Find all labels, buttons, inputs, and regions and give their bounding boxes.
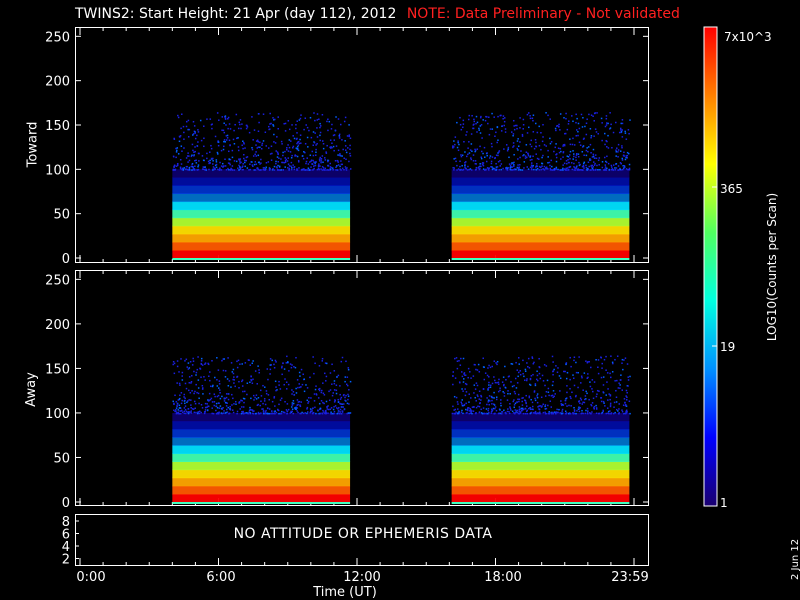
spectrogram-band-toward-0-7 bbox=[172, 193, 351, 203]
spectrogram-band-toward-1-9 bbox=[451, 177, 630, 186]
ytick-label-toward-50: 50 bbox=[53, 208, 70, 223]
ytick-label-away-0: 0 bbox=[62, 496, 70, 511]
spectrogram-band-toward-0-2 bbox=[172, 233, 351, 243]
spectrogram-band-toward-1-0 bbox=[451, 249, 630, 259]
spectrogram-band-toward-1-7 bbox=[451, 193, 630, 203]
spectrogram-band-away-1-9 bbox=[451, 421, 630, 430]
ytick-label-away-250: 250 bbox=[45, 273, 70, 288]
spectrogram-speckles-away-0 bbox=[172, 355, 352, 415]
ytick-label-away-50: 50 bbox=[53, 451, 70, 466]
aux-ytick-label-2: 2 bbox=[62, 553, 70, 568]
spectrogram-band-away-0-1 bbox=[172, 485, 351, 495]
spectrogram-base-toward-1 bbox=[451, 258, 630, 260]
ytick-label-away-150: 150 bbox=[45, 362, 70, 377]
x-axis-title: Time (UT) bbox=[313, 585, 377, 600]
spectrogram-band-toward-0-8 bbox=[172, 185, 351, 195]
colorbar-label-365: 365 bbox=[720, 182, 743, 196]
spectrogram-band-away-0-0 bbox=[172, 493, 351, 503]
spectrogram-band-away-1-1 bbox=[451, 485, 630, 495]
spectrogram-band-toward-1-8 bbox=[451, 185, 630, 195]
spectrogram-band-toward-0-0 bbox=[172, 249, 351, 259]
aux-panel bbox=[75, 514, 649, 566]
spectrogram-band-toward-1-4 bbox=[451, 217, 630, 227]
xtick-4: 23:59 bbox=[611, 570, 649, 585]
spectrogram-band-away-1-3 bbox=[451, 469, 630, 479]
spectrogram-band-away-1-8 bbox=[451, 429, 630, 438]
ytick-label-toward-150: 150 bbox=[45, 119, 70, 134]
spectrogram-band-toward-1-2 bbox=[451, 233, 630, 243]
spectrogram-band-toward-1-1 bbox=[451, 241, 630, 251]
spectrogram-band-away-0-3 bbox=[172, 469, 351, 479]
xtick-2: 12:00 bbox=[343, 570, 381, 585]
spectrogram-band-toward-1-6 bbox=[451, 201, 630, 211]
spectrogram-band-toward-0-1 bbox=[172, 241, 351, 251]
spectrogram-band-toward-0-9 bbox=[172, 177, 351, 186]
spectrogram-band-away-0-5 bbox=[172, 453, 351, 463]
spectrogram-band-away-1-6 bbox=[451, 445, 630, 454]
xtick-3: 18:00 bbox=[484, 570, 522, 585]
aux-ytick-label-4: 4 bbox=[62, 540, 70, 555]
title-note: NOTE: Data Preliminary - Not validated bbox=[406, 6, 680, 22]
spectrogram-band-away-1-4 bbox=[451, 461, 630, 471]
spectrogram-band-away-0-6 bbox=[172, 445, 351, 454]
spectrogram-base-toward-0 bbox=[172, 258, 351, 260]
ytick-label-toward-0: 0 bbox=[62, 252, 70, 267]
colorbar-title: LOG10(Counts per Scan) bbox=[765, 192, 779, 342]
away-panel bbox=[75, 270, 649, 506]
ytick-label-toward-200: 200 bbox=[45, 75, 70, 90]
xtick-1: 6:00 bbox=[206, 570, 236, 585]
spectrogram-band-toward-0-4 bbox=[172, 217, 351, 227]
spectrogram-band-away-1-2 bbox=[451, 477, 630, 487]
ytick-label-toward-250: 250 bbox=[45, 30, 70, 45]
spectrogram-band-away-0-7 bbox=[172, 437, 351, 446]
xtick-0: 0:00 bbox=[76, 570, 106, 585]
colorbar-label-max: 7x10^3 bbox=[724, 30, 772, 44]
ytick-label-away-200: 200 bbox=[45, 318, 70, 333]
spectrogram-base-away-0 bbox=[172, 502, 351, 504]
spectrogram-band-toward-0-3 bbox=[172, 225, 351, 235]
colorbar bbox=[703, 26, 718, 507]
toward-panel bbox=[75, 27, 649, 263]
spectrogram-band-toward-1-5 bbox=[451, 209, 630, 219]
no-data-message: NO ATTITUDE OR EPHEMERIS DATA bbox=[233, 526, 493, 542]
spectrogram-band-away-0-10 bbox=[172, 412, 351, 422]
spectrogram-band-away-0-4 bbox=[172, 461, 351, 471]
ytick-label-away-100: 100 bbox=[45, 407, 70, 422]
aux-ytick-label-8: 8 bbox=[62, 515, 70, 530]
spectrogram-band-away-1-5 bbox=[451, 453, 630, 463]
spectrogram-band-toward-0-5 bbox=[172, 209, 351, 219]
aux-ytick-label-6: 6 bbox=[62, 528, 70, 543]
spectrogram-band-toward-0-10 bbox=[172, 169, 351, 178]
ytick-label-toward-100: 100 bbox=[45, 163, 70, 178]
spectrogram-speckles-toward-1 bbox=[451, 112, 631, 171]
date-stamp: 2 Jun 12 bbox=[790, 538, 800, 580]
spectrogram-band-away-0-2 bbox=[172, 477, 351, 487]
spectrogram-band-away-1-7 bbox=[451, 437, 630, 446]
spectrogram-band-away-1-10 bbox=[451, 412, 630, 422]
toward-ylabel: Toward bbox=[25, 121, 41, 168]
spectrogram-band-toward-1-3 bbox=[451, 225, 630, 235]
spectrogram-band-away-1-0 bbox=[451, 493, 630, 503]
spectrogram-band-toward-1-10 bbox=[451, 169, 630, 178]
colorbar-label-19: 19 bbox=[720, 340, 736, 354]
spectrogram-base-away-1 bbox=[451, 502, 630, 504]
spectrogram-band-away-0-9 bbox=[172, 421, 351, 430]
title-main: TWINS2: Start Height: 21 Apr (day 112), … bbox=[75, 6, 397, 22]
colorbar-label-1: 1 bbox=[720, 496, 728, 510]
spectrogram-speckles-toward-0 bbox=[172, 112, 352, 171]
spectrogram-band-away-0-8 bbox=[172, 429, 351, 438]
spectrogram-band-toward-0-6 bbox=[172, 201, 351, 211]
chart-title: TWINS2: Start Height: 21 Apr (day 112), … bbox=[75, 6, 680, 22]
away-ylabel: Away bbox=[23, 372, 39, 407]
spectrogram-speckles-away-1 bbox=[451, 355, 631, 415]
